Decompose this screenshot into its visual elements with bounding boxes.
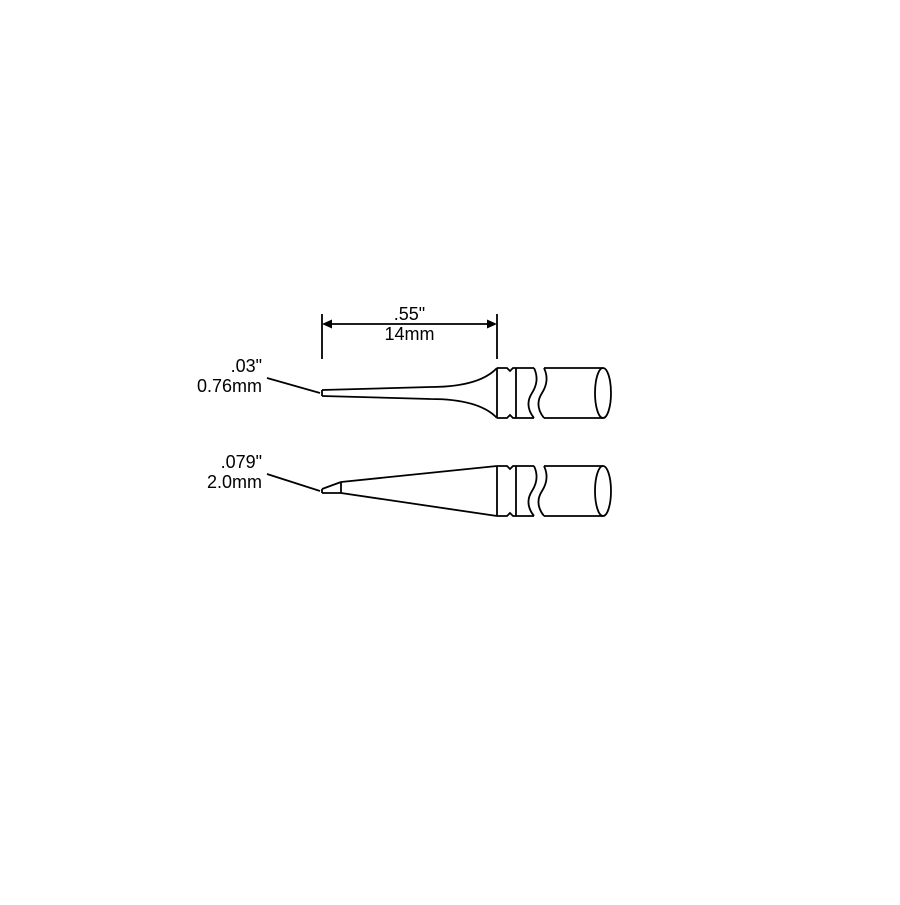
svg-text:2.0mm: 2.0mm <box>207 472 262 492</box>
svg-text:14mm: 14mm <box>384 324 434 344</box>
svg-text:0.76mm: 0.76mm <box>197 376 262 396</box>
svg-text:.079": .079" <box>221 452 262 472</box>
svg-text:.03": .03" <box>231 356 262 376</box>
svg-text:.55": .55" <box>394 304 425 324</box>
